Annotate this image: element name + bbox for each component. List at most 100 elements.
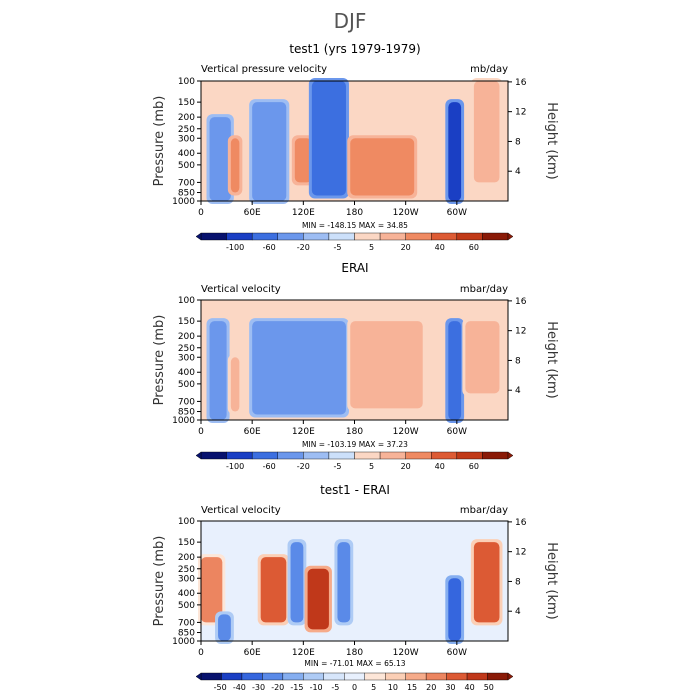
colorbar-segment — [226, 232, 253, 241]
pressure-tick-label: 200 — [178, 113, 195, 123]
contour-region — [448, 102, 462, 201]
colorbar-segment — [431, 232, 458, 241]
contour-region — [311, 81, 346, 196]
colorbar-segment — [405, 451, 432, 460]
panel-erai: ERAI Vertical velocity mbar/day 100 150 20… — [152, 261, 559, 471]
contour-region — [465, 321, 500, 394]
contour-region — [218, 614, 231, 641]
pressure-tick-label: 400 — [178, 149, 195, 159]
y-axis-right-label: Height (km) — [544, 542, 559, 619]
colorbar-segment — [221, 672, 243, 681]
colorbar-segment — [328, 451, 355, 460]
colorbar-segment — [251, 451, 278, 460]
lon-tick-label: 60W — [447, 427, 467, 437]
colorbar-segment — [226, 451, 253, 460]
colorbar-label: 20 — [426, 683, 436, 692]
height-tick-label: 16 — [515, 297, 527, 307]
colorbar-label: 0 — [352, 683, 357, 692]
min-max-label: MIN = -148.15 MAX = 34.85 — [302, 221, 408, 230]
pressure-tick-label: 150 — [178, 98, 195, 108]
colorbar-segment — [487, 672, 509, 681]
height-tick-label: 16 — [515, 78, 527, 88]
colorbar: -50 -40 -30 -20 -15 -10 -5 0 5 10 15 20 30 40 50 — [195, 672, 514, 692]
colorbar-label: 40 — [465, 683, 475, 692]
lon-tick-label: 0 — [198, 427, 204, 437]
contour-region — [473, 81, 500, 183]
pressure-tick-label: 1000 — [172, 197, 195, 207]
pressure-tick-label: 250 — [178, 344, 195, 354]
pressure-tick-label: 300 — [178, 574, 195, 584]
pressure-tick-label: 700 — [178, 397, 195, 407]
colorbar-segment — [456, 232, 483, 241]
colorbar-segment — [303, 672, 325, 681]
lon-tick-label: 120E — [292, 648, 315, 658]
pressure-tick-label: 500 — [178, 161, 195, 171]
colorbar: -100 -60 -20 -5 5 20 40 60 — [195, 232, 514, 252]
colorbar-label: -5 — [333, 243, 341, 252]
units-label: mb/day — [470, 64, 508, 75]
colorbar-segment — [328, 232, 355, 241]
colorbar-segment — [251, 232, 278, 241]
contour-region — [448, 578, 462, 641]
height-tick-label: 12 — [515, 108, 526, 118]
contour-region — [252, 321, 346, 415]
lon-tick-label: 60E — [244, 427, 261, 437]
colorbar-label: -5 — [331, 683, 339, 692]
colorbar-segment — [303, 451, 330, 460]
pressure-tick-label: 300 — [178, 134, 195, 144]
variable-label: Vertical pressure velocity — [201, 64, 327, 75]
pressure-tick-label: 850 — [178, 408, 195, 418]
colorbar-segment — [200, 232, 227, 241]
variable-label: Vertical velocity — [201, 284, 281, 295]
contour-region — [230, 138, 240, 193]
colorbar-arrow-high — [507, 232, 514, 241]
colorbar-arrow-low — [195, 232, 202, 241]
pressure-tick-label: 850 — [178, 189, 195, 199]
colorbar-label: 5 — [369, 462, 374, 471]
colorbar-label: 60 — [469, 243, 479, 252]
pressure-tick-label: 100 — [178, 296, 195, 306]
contour-region — [290, 542, 304, 623]
contour-region — [350, 321, 423, 409]
colorbar-segment — [446, 672, 468, 681]
height-tick-label: 8 — [515, 356, 521, 366]
colorbar-label: -100 — [226, 243, 244, 252]
colorbar-label: 5 — [371, 683, 376, 692]
colorbar-label: -5 — [333, 462, 341, 471]
panel-difference: test1 - ERAI Vertical velocity mbar/day … — [152, 483, 559, 692]
height-tick-label: 12 — [515, 548, 526, 558]
colorbar-segment — [431, 451, 458, 460]
y-axis-right-label: Height (km) — [544, 321, 559, 398]
colorbar-segment — [200, 672, 222, 681]
figure-suptitle: DJF — [334, 9, 367, 33]
lon-tick-label: 180 — [346, 648, 363, 658]
lon-tick-label: 0 — [198, 208, 204, 218]
colorbar-segment — [277, 451, 304, 460]
colorbar-label: -20 — [297, 462, 310, 471]
contour-plot — [201, 300, 508, 423]
contour-region — [230, 357, 240, 412]
units-label: mbar/day — [460, 505, 508, 516]
lon-tick-label: 120W — [393, 648, 419, 658]
colorbar: -100 -60 -20 -5 5 20 40 60 — [195, 451, 514, 471]
colorbar-arrow-high — [507, 451, 514, 460]
contour-region — [294, 138, 312, 183]
y-axis-label: Pressure (mb) — [152, 315, 167, 406]
pressure-tick-label: 300 — [178, 353, 195, 363]
lon-tick-label: 120E — [292, 427, 315, 437]
lon-tick-label: 60E — [244, 208, 261, 218]
colorbar-segment — [364, 672, 386, 681]
colorbar-segment — [262, 672, 284, 681]
contour-region — [201, 557, 223, 623]
height-tick-label: 4 — [515, 386, 521, 396]
pressure-tick-label: 500 — [178, 380, 195, 390]
colorbar-label: 50 — [484, 683, 494, 692]
lon-tick-label: 120W — [393, 208, 419, 218]
pressure-tick-label: 400 — [178, 368, 195, 378]
panel-title: ERAI — [341, 261, 368, 275]
colorbar-segment — [379, 451, 406, 460]
colorbar-segment — [344, 672, 365, 681]
colorbar-label: 60 — [469, 462, 479, 471]
